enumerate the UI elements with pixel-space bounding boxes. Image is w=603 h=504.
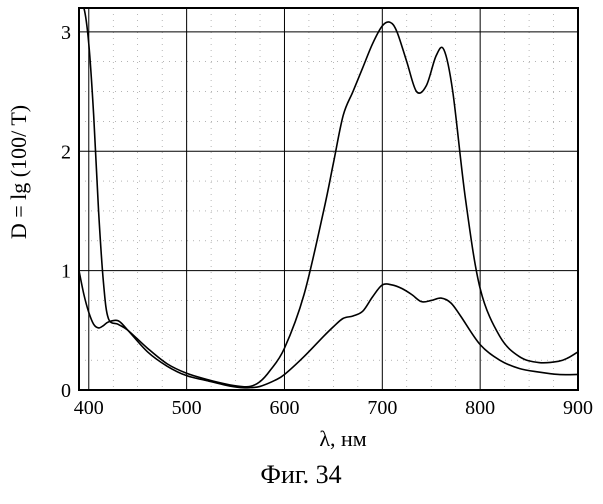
figure-caption: Фиг. 34 [260, 460, 341, 489]
series-line-1 [79, 5, 578, 387]
y-axis-title: D = lg (100/ T) [6, 105, 31, 239]
series-group [79, 5, 578, 387]
y-tick-label: 0 [61, 380, 71, 402]
x-tick-label: 800 [465, 397, 495, 419]
x-tick-label: 700 [367, 397, 397, 419]
y-tick-label: 1 [61, 261, 71, 283]
minor-grid [79, 8, 578, 390]
series-line-2 [79, 271, 578, 388]
x-tick-label: 900 [563, 397, 593, 419]
x-tick-label: 500 [172, 397, 202, 419]
plot-frame [79, 8, 578, 390]
y-tick-label: 3 [61, 22, 71, 44]
x-tick-label: 600 [269, 397, 299, 419]
y-tick-labels: 0 1 2 3 [61, 22, 71, 402]
x-tick-label: 400 [74, 397, 104, 419]
x-axis-title: λ, нм [319, 426, 366, 451]
major-grid [79, 8, 578, 390]
x-tick-labels: 400 500 600 700 800 900 [74, 397, 593, 419]
y-tick-label: 2 [61, 141, 71, 163]
